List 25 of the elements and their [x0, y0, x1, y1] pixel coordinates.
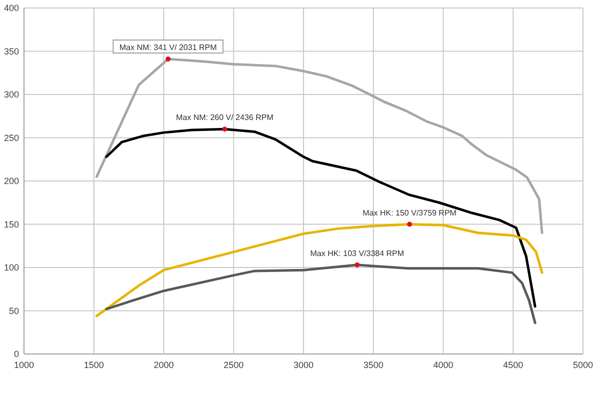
y-tick-label: 350 — [4, 46, 19, 56]
y-tick-label: 100 — [4, 262, 19, 272]
x-tick-label: 3000 — [293, 360, 314, 370]
x-tick-label: 3500 — [363, 360, 384, 370]
y-tick-label: 150 — [4, 219, 19, 230]
x-tick-label: 1000 — [14, 360, 34, 370]
line-series — [95, 222, 544, 318]
y-tick-label: 50 — [8, 306, 19, 316]
line-series — [95, 56, 544, 234]
y-tick-label: 250 — [4, 132, 19, 143]
x-tick-label: 2500 — [224, 360, 244, 370]
y-tick-label: 200 — [4, 176, 19, 186]
annotation: Max HK: 150 V/3759 RPM — [362, 208, 457, 218]
annotation: Max NM: 341 V/ 2031 RPM — [119, 43, 218, 52]
y-tick-label: 300 — [4, 90, 19, 100]
x-tick-label: 4500 — [503, 360, 524, 370]
x-tick-label: 1500 — [84, 360, 104, 370]
x-tick-label: 4000 — [433, 360, 454, 370]
x-tick-label: 2000 — [154, 360, 174, 370]
y-tick-label: 400 — [4, 3, 19, 13]
y-tick-label: 0 — [14, 349, 19, 359]
annotation: Max HK: 103 V/3384 RPM — [310, 248, 404, 258]
x-tick-label: 5000 — [572, 360, 594, 370]
annotation: Max NM: 260 V/ 2436 RPM — [176, 113, 274, 122]
line-series — [105, 126, 536, 308]
